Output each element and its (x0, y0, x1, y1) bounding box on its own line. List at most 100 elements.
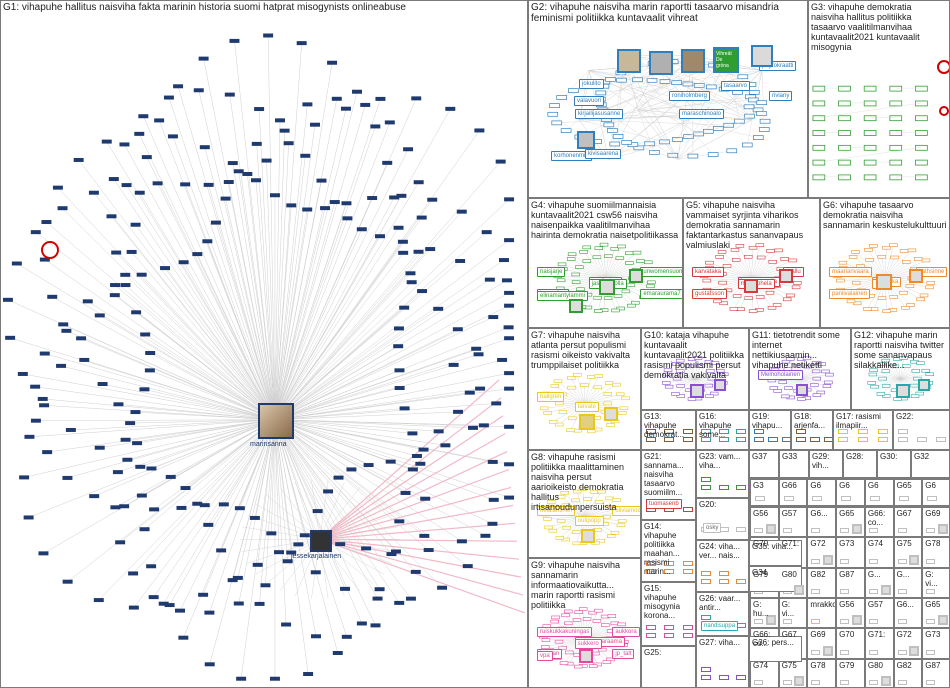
g3-circle-1 (937, 60, 950, 74)
panel-g12: G12: vihapuhe marin raportti naisviha tw… (851, 328, 950, 410)
mini-avatar (909, 555, 919, 565)
mini-cell: G65 (894, 479, 923, 506)
mini-node (701, 571, 711, 576)
mini-node (701, 485, 711, 490)
node-chip: nandisuppa (701, 621, 738, 631)
mini-title: G66 (782, 481, 805, 490)
mini-title: G6... (897, 600, 920, 609)
panel-title-g15: G15: vihapuhe misogynia korona... (644, 584, 693, 620)
mini-title: G71: (868, 630, 891, 639)
mini-cell: G73 (922, 628, 950, 658)
mini-node (754, 528, 763, 533)
node-chip: gustafsson (692, 289, 727, 299)
mini-title: G82 (897, 661, 920, 670)
mini-node (784, 496, 794, 501)
node-avatar (796, 384, 808, 396)
node-chip: kivisaarena (585, 149, 621, 159)
panel-g19: G19: vihapu... (749, 410, 791, 450)
mini-title: G67 (897, 509, 920, 518)
mini-cell: G78 (807, 659, 836, 688)
panel-title-g25: G25: (644, 648, 693, 657)
panel-title-g11: G11: tietotrendit some internet nettikiu… (752, 330, 848, 370)
mini-title: G78 (925, 539, 948, 548)
mini-title: G57 (868, 600, 891, 609)
mini-cell: G67 (894, 507, 923, 537)
node-chip: aukkora (612, 627, 639, 637)
mini-cell: G75 (894, 537, 923, 567)
node-avatar (690, 384, 704, 398)
mini-title: G: hu... (753, 600, 776, 618)
panel-g37: G37 (749, 450, 779, 478)
node-chip: hallgren (537, 392, 564, 402)
mini-title: G65 (897, 481, 920, 490)
node-chip: maraschinoalo (679, 109, 724, 119)
panel-g27: G27: viha... (696, 636, 749, 688)
panel-title-g5: G5: vihapuhe naisviha vammaiset syrjinta… (686, 200, 817, 250)
node-avatar (918, 379, 930, 391)
mini-title: G3 (753, 481, 776, 490)
mini-node (899, 496, 909, 501)
mini-cell: G82 (807, 568, 836, 598)
mini-avatar (823, 555, 833, 565)
node-avatar (744, 279, 758, 293)
node-avatar (714, 379, 726, 391)
mini-cell: G... (894, 568, 923, 598)
panel-g18: G18: arjenfa... (791, 410, 833, 450)
mini-node (926, 680, 935, 685)
mini-title: G6 (839, 481, 862, 490)
mini-title: G80 (868, 661, 891, 670)
mini-cell: G56 (836, 598, 865, 628)
mini-node (898, 437, 908, 442)
mini-node (782, 437, 791, 442)
mini-node (927, 496, 937, 501)
node-avatar (876, 274, 892, 290)
mini-cell: G71: (865, 628, 894, 658)
mini-title: G6 (925, 481, 948, 490)
mini-node (701, 675, 711, 680)
mini-node (811, 619, 820, 624)
mini-node (664, 625, 674, 630)
mini-avatar (794, 585, 804, 595)
node-chip: riviany (769, 91, 792, 101)
mini-node (898, 589, 907, 594)
panel-g13: G13: vihapuhe demokrat... (641, 410, 696, 450)
mini-title: G56 (839, 600, 862, 609)
mini-node (870, 496, 880, 501)
mini-title: G71: (782, 539, 805, 548)
mini-node (768, 437, 778, 442)
mini-node (840, 650, 849, 655)
mini-node (755, 496, 765, 501)
mini-node (926, 528, 935, 533)
mini-cell: G66 (779, 479, 808, 506)
mini-avatar (881, 585, 891, 595)
panel-title-g12: G12: vihapuhe marin raportti naisviha tw… (854, 330, 947, 370)
mini-title: G73 (925, 630, 948, 639)
node-chip: jp_talt (612, 649, 634, 659)
panel-g5: G5: vihapuhe naisviha vammaiset syrjinta… (683, 198, 820, 328)
mini-node (811, 680, 820, 685)
mini-node (811, 559, 820, 564)
g1-secondary-avatar (310, 530, 332, 552)
mini-node (926, 650, 935, 655)
mini-node (701, 615, 711, 620)
panel-g15: G15: vihapuhe misogynia korona... (641, 582, 696, 646)
panel-mini-row3: G3G66G6G6G6G65G6 (749, 478, 950, 506)
mini-title: G79 (839, 661, 862, 670)
panel-g29: G29: vih... (809, 450, 843, 478)
mini-node (811, 589, 820, 594)
panel-title-g18: G18: arjenfa... (794, 412, 830, 430)
node-chip: emaraurama7 (640, 289, 683, 299)
mini-node (736, 579, 746, 584)
panel-g2: G2: vihapuhe naisviha marin raportti tas… (528, 0, 808, 198)
panel-g17: G17: rasismi ilmapiir... (833, 410, 893, 450)
mini-node (840, 619, 849, 624)
panel-title-g20: G20: (699, 500, 746, 509)
g1-center-label: marinsanna (250, 441, 287, 448)
mini-cell: G: hu... (750, 598, 779, 628)
node-chip: Melnoholainen (758, 370, 803, 380)
mini-title: G75 (782, 661, 805, 670)
panel-title-g33: G33 (782, 452, 806, 461)
mini-node (869, 589, 878, 594)
mini-cell: G72 (807, 537, 836, 567)
mini-node (812, 496, 822, 501)
